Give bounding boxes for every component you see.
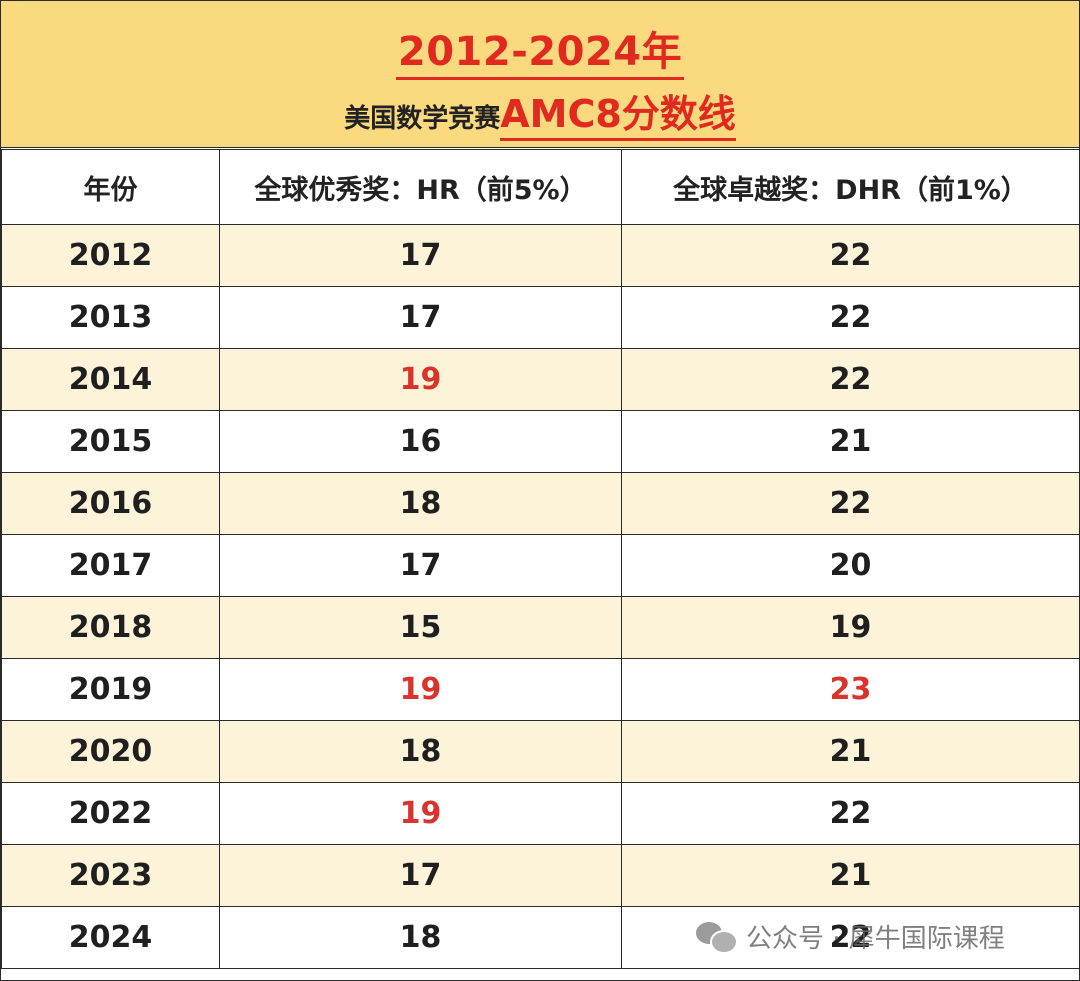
year-cell: 2020 bbox=[1, 720, 220, 783]
table-row: 2022 19 22 bbox=[1, 782, 1080, 845]
title-year-range: 2012-2024年 bbox=[1, 19, 1079, 80]
hr-score-cell: 17 bbox=[219, 844, 622, 907]
table-row: 2024 18 22 bbox=[1, 906, 1080, 969]
title-year-range-text: 2012-2024年 bbox=[395, 29, 685, 80]
watermark-text: 公众号 · 犀牛国际课程 bbox=[746, 924, 1005, 954]
dhr-score-cell: 20 bbox=[621, 534, 1080, 597]
year-cell: 2022 bbox=[1, 782, 220, 845]
column-header-hr: 全球优秀奖：HR（前5%） bbox=[219, 149, 622, 225]
year-cell: 2018 bbox=[1, 596, 220, 659]
hr-score-cell: 19 bbox=[219, 782, 622, 845]
dhr-score-cell: 22 bbox=[621, 348, 1080, 411]
hr-score-cell: 18 bbox=[219, 720, 622, 783]
year-cell: 2019 bbox=[1, 658, 220, 721]
title-prefix: 美国数学竞赛 bbox=[344, 104, 501, 134]
year-cell: 2014 bbox=[1, 348, 220, 411]
table-row: 2020 18 21 bbox=[1, 720, 1080, 783]
dhr-score-cell: 21 bbox=[621, 410, 1080, 473]
dhr-score-cell: 21 bbox=[621, 844, 1080, 907]
score-table: 年份 全球优秀奖：HR（前5%） 全球卓越奖：DHR（前1%） 2012 17 22… bbox=[1, 149, 1080, 969]
table-header-row: 年份 全球优秀奖：HR（前5%） 全球卓越奖：DHR（前1%） bbox=[1, 149, 1080, 225]
year-cell: 2013 bbox=[1, 286, 220, 349]
hr-score-cell: 19 bbox=[219, 348, 622, 411]
table-row: 2012 17 22 bbox=[1, 224, 1080, 287]
title-subject: 美国数学竞赛AMC8分数线 bbox=[1, 83, 1079, 141]
dhr-score-cell: 22 bbox=[621, 782, 1080, 845]
year-cell: 2017 bbox=[1, 534, 220, 597]
column-header-year: 年份 bbox=[1, 149, 220, 225]
wechat-icon bbox=[696, 920, 738, 954]
year-cell: 2015 bbox=[1, 410, 220, 473]
watermark: 公众号 · 犀牛国际课程 bbox=[696, 918, 1005, 955]
hr-score-cell: 15 bbox=[219, 596, 622, 659]
dhr-score-cell: 19 bbox=[621, 596, 1080, 659]
table-body: 2012 17 22 2013 17 22 2014 19 22 2015 16 21 2016 18 22… bbox=[1, 224, 1080, 969]
table-row: 2018 15 19 bbox=[1, 596, 1080, 659]
title-banner: 2012-2024年 美国数学竞赛AMC8分数线 bbox=[1, 1, 1079, 148]
hr-score-cell: 19 bbox=[219, 658, 622, 721]
dhr-score-cell: 22 bbox=[621, 472, 1080, 535]
table-row: 2023 17 21 bbox=[1, 844, 1080, 907]
year-cell: 2016 bbox=[1, 472, 220, 535]
table-row: 2013 17 22 bbox=[1, 286, 1080, 349]
hr-score-cell: 18 bbox=[219, 906, 622, 969]
hr-score-cell: 17 bbox=[219, 534, 622, 597]
year-cell: 2024 bbox=[1, 906, 220, 969]
dhr-score-cell: 23 bbox=[621, 658, 1080, 721]
year-cell: 2012 bbox=[1, 224, 220, 287]
table-row: 2017 17 20 bbox=[1, 534, 1080, 597]
table-row: 2014 19 22 bbox=[1, 348, 1080, 411]
dhr-score-cell: 22 bbox=[621, 286, 1080, 349]
hr-score-cell: 17 bbox=[219, 286, 622, 349]
hr-score-cell: 16 bbox=[219, 410, 622, 473]
year-cell: 2023 bbox=[1, 844, 220, 907]
table-row: 2016 18 22 bbox=[1, 472, 1080, 535]
dhr-score-cell: 22 bbox=[621, 224, 1080, 287]
title-highlight: AMC8分数线 bbox=[500, 92, 736, 141]
table-row: 2015 16 21 bbox=[1, 410, 1080, 473]
column-header-dhr: 全球卓越奖：DHR（前1%） bbox=[621, 149, 1080, 225]
hr-score-cell: 17 bbox=[219, 224, 622, 287]
dhr-score-cell: 21 bbox=[621, 720, 1080, 783]
hr-score-cell: 18 bbox=[219, 472, 622, 535]
table-row: 2019 19 23 bbox=[1, 658, 1080, 721]
